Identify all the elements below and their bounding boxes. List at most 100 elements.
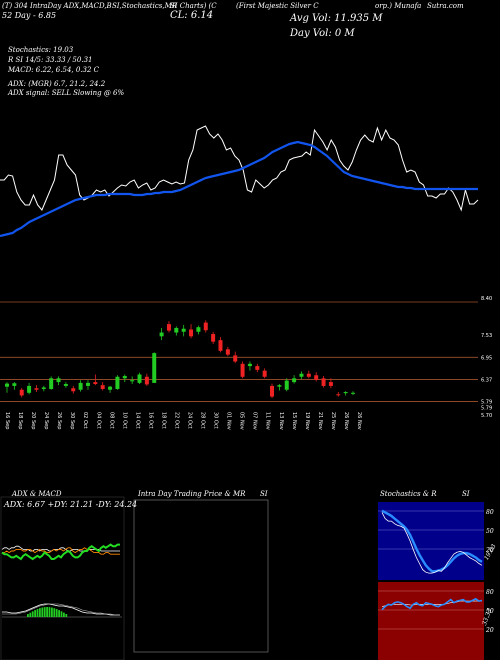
macd-bar-9 xyxy=(48,607,51,617)
rsi-level-80: 80 xyxy=(486,589,494,596)
stoch-signal-line xyxy=(381,509,483,573)
date-label-18: 05 Nov xyxy=(239,412,245,430)
candle-body-40 xyxy=(299,373,304,377)
candle-body-19 xyxy=(144,376,149,385)
candle-body-44 xyxy=(328,382,333,386)
candle-body-18 xyxy=(137,374,142,383)
macd-bar-14 xyxy=(60,611,63,617)
date-label-20: 11 Nov xyxy=(265,412,271,430)
candle-body-26 xyxy=(196,327,201,332)
date-label-19: 07 Nov xyxy=(252,412,258,430)
date-label-2: 20 Sep xyxy=(30,412,36,429)
candle-body-41 xyxy=(306,373,311,377)
candle-body-33 xyxy=(247,363,252,367)
candle-body-5 xyxy=(41,387,46,389)
stoch-panel-title2: SI xyxy=(462,490,470,498)
candle-body-13 xyxy=(100,385,105,389)
price-ma-lines xyxy=(0,125,479,238)
date-label-23: 19 Nov xyxy=(304,412,310,430)
candle-body-34 xyxy=(255,366,260,370)
macd-signal-line xyxy=(2,603,120,616)
adx-readout: ADX: (MGR) 6.7, 21.2, 24.2 xyxy=(8,80,106,88)
moving-average-line xyxy=(0,140,478,238)
intraday-panel-title: Intra Day Trading Price & MR xyxy=(138,490,246,498)
stoch-k-line xyxy=(381,512,483,574)
macd-bar-7 xyxy=(43,607,46,617)
stoch-level-80: 80 xyxy=(486,509,494,516)
rsi-level-50: 50 xyxy=(486,608,494,615)
macd-bar-11 xyxy=(53,608,56,617)
macd-bar-6 xyxy=(41,607,44,617)
macd-bar-2 xyxy=(31,611,34,617)
adx-lines xyxy=(1,543,120,561)
candle-body-43 xyxy=(321,378,326,386)
candle-body-6 xyxy=(49,378,54,389)
price-guide-lines xyxy=(0,301,478,402)
plus-dy-line xyxy=(1,543,120,561)
header-line1c: SI Charts) (C xyxy=(170,2,217,10)
candle-body-12 xyxy=(93,382,98,385)
candle-body-35 xyxy=(262,370,267,377)
date-label-0: 16 Sep xyxy=(4,412,10,429)
candle-body-14 xyxy=(108,386,113,390)
intraday-panel-title2: SI xyxy=(260,490,268,498)
macd-bar-8 xyxy=(46,607,48,617)
date-label-22: 15 Nov xyxy=(291,412,297,430)
candle-body-8 xyxy=(63,384,68,386)
macd-bar-3 xyxy=(34,610,36,617)
price-label-3: 6.37 xyxy=(481,377,492,383)
candle-body-4 xyxy=(34,388,39,390)
adx-signal-readout: ADX signal: SELL Slowing @ 6% xyxy=(8,89,125,97)
minus-dy-line xyxy=(2,547,120,555)
date-label-24: 21 Nov xyxy=(317,412,323,430)
candle-body-36 xyxy=(270,385,275,397)
price-label-0: 8.40 xyxy=(481,296,492,302)
date-label-13: 22 Oct xyxy=(173,412,179,429)
date-label-27: 26 Nov xyxy=(356,412,362,430)
rsi-readout: R SI 14/5: 33.33 / 50.31 xyxy=(8,56,93,64)
candle-body-30 xyxy=(225,349,230,355)
rsi-panel xyxy=(378,582,484,660)
date-label-6: 02 Oct xyxy=(82,412,88,429)
candle-body-29 xyxy=(218,340,223,351)
candle-body-31 xyxy=(233,355,238,362)
candle-body-1 xyxy=(12,383,17,386)
site-name-tail: Sutra.com xyxy=(427,2,464,10)
candle-body-3 xyxy=(27,385,32,393)
rsi-lines xyxy=(378,590,484,630)
date-axis: 16 Sep 18 Sep 20 Sep 24 Sep 26 Sep 30 Sep 02 O… xyxy=(4,412,362,430)
candle-body-10 xyxy=(78,382,83,390)
date-label-10: 14 Oct xyxy=(134,412,140,429)
date-label-25: 25 Nov xyxy=(330,412,336,430)
candle-body-17 xyxy=(130,380,135,382)
price-label-5: 5.79 xyxy=(481,406,492,412)
candle-body-21 xyxy=(159,332,164,337)
macd-bar-12 xyxy=(55,609,58,617)
stoch-level-50: 50 xyxy=(486,528,494,535)
candle-body-15 xyxy=(115,376,120,389)
date-label-1: 18 Sep xyxy=(17,412,23,429)
date-label-8: 08 Oct xyxy=(108,412,114,429)
candle-body-2 xyxy=(19,389,24,396)
price-label-2: 6.95 xyxy=(481,355,492,361)
close-label: CL: 6.14 xyxy=(170,10,214,21)
candle-body-24 xyxy=(181,328,186,332)
price-label-6: 5.70 xyxy=(481,413,492,419)
header-line1b: SI,Stochastics,MR xyxy=(112,2,178,10)
candlestick-series xyxy=(5,320,355,399)
site-name: orp.) Munafa xyxy=(375,2,422,10)
price-label-4: 5.79 xyxy=(481,400,492,406)
candle-body-7 xyxy=(56,378,61,383)
stochastics-panel xyxy=(378,502,484,580)
adx-panel-title: ADX & MACD xyxy=(12,490,62,498)
macd-bar-10 xyxy=(51,607,53,617)
date-label-7: 04 Oct xyxy=(95,412,101,429)
header-line1: (T) 304 IntraDay ADX,MACD,B xyxy=(2,2,112,10)
rsi-level-20: 20 xyxy=(486,627,494,634)
stochastics-lines xyxy=(378,509,484,574)
candle-body-16 xyxy=(122,376,127,379)
date-label-11: 16 Oct xyxy=(147,412,153,429)
adx-panel-values: ADX: 6.67 +DY: 21.21 -DY: 24.24 xyxy=(4,500,138,509)
date-label-5: 30 Sep xyxy=(69,412,75,429)
